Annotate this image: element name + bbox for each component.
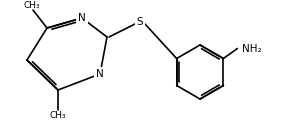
Text: NH₂: NH₂ [242, 44, 261, 53]
Text: N: N [78, 13, 86, 23]
Text: CH₃: CH₃ [24, 1, 40, 10]
Text: CH₃: CH₃ [50, 110, 66, 119]
Text: S: S [137, 17, 143, 27]
Text: N: N [96, 69, 104, 79]
